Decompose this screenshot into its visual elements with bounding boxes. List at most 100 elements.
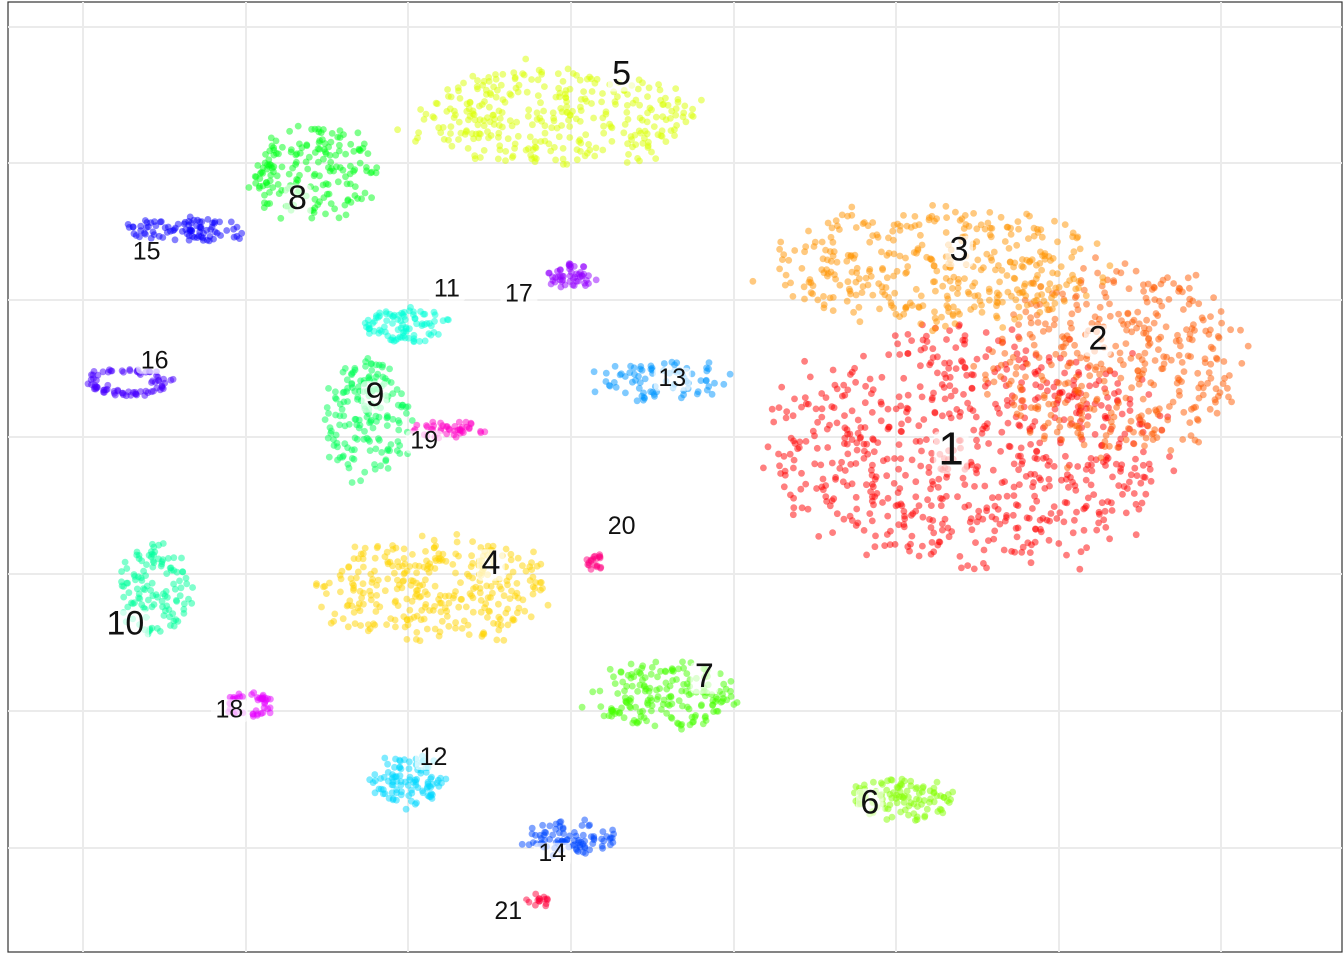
cluster-5-point [599, 146, 607, 154]
cluster-11-point [389, 320, 396, 327]
cluster-2-point [1022, 373, 1029, 381]
cluster-11-point [402, 328, 410, 335]
cluster-1-point [973, 436, 980, 444]
cluster-2-point [1101, 289, 1108, 297]
cluster-1-point [1029, 483, 1036, 491]
cluster-1-point [896, 351, 904, 358]
cluster-7-point [662, 668, 669, 676]
cluster-11-point [416, 338, 424, 345]
cluster-10-point [149, 540, 156, 548]
cluster-13-label: 13 [658, 364, 686, 392]
cluster-1-point [878, 373, 886, 381]
cluster-2-point [1106, 300, 1113, 308]
cluster-5-point [688, 111, 695, 119]
cluster-1-point [923, 332, 930, 340]
cluster-4-point [354, 604, 362, 612]
cluster-5-point [679, 113, 687, 121]
cluster-2-point [1138, 412, 1145, 420]
cluster-8-point [356, 159, 364, 167]
cluster-3-point [824, 219, 832, 227]
cluster-2-point [1106, 312, 1114, 320]
cluster-5-point [644, 142, 652, 150]
cluster-1-point [966, 405, 974, 413]
cluster-3-point [1039, 252, 1046, 259]
cluster-7-point [668, 667, 676, 675]
cluster-3-point [1028, 256, 1036, 263]
cluster-6-point [923, 805, 931, 813]
cluster-8-point [324, 181, 332, 188]
cluster-3-point [838, 211, 846, 219]
cluster-2-point [1083, 421, 1091, 429]
cluster-2-point [1109, 423, 1116, 430]
cluster-5-point [556, 93, 563, 101]
cluster-1-point [801, 394, 809, 401]
cluster-2-point [1194, 417, 1202, 424]
cluster-4-point [504, 581, 511, 589]
cluster-4-point [419, 581, 427, 589]
cluster-1-point [968, 371, 976, 378]
cluster-2-point [1039, 376, 1047, 384]
cluster-2-point [1093, 397, 1100, 404]
cluster-9-point [324, 434, 332, 442]
cluster-10-point [173, 568, 181, 576]
cluster-4-point [372, 608, 380, 615]
cluster-3-point [1061, 297, 1068, 305]
cluster-8-point [304, 165, 312, 173]
cluster-3-point [818, 238, 826, 246]
cluster-5-point [472, 130, 480, 138]
cluster-19-point [437, 419, 444, 427]
cluster-2-point [1026, 429, 1034, 436]
cluster-18-point [267, 695, 274, 703]
cluster-4-point [493, 636, 501, 644]
cluster-1-point [873, 490, 881, 497]
cluster-1-point [964, 399, 971, 407]
cluster-2-point [1140, 324, 1148, 332]
cluster-9-point [348, 479, 356, 486]
cluster-1-point [989, 466, 997, 474]
cluster-1-point [923, 338, 931, 345]
cluster-1-point [1074, 463, 1082, 470]
cluster-4-point [529, 573, 537, 581]
cluster-4-point [359, 580, 367, 588]
cluster-7-point [654, 673, 661, 681]
cluster-20-points [583, 551, 605, 573]
cluster-4-point [357, 622, 364, 629]
cluster-7-point [647, 670, 655, 678]
cluster-2-point [1073, 422, 1081, 430]
cluster-9-point [398, 390, 405, 398]
cluster-1-point [854, 416, 862, 424]
cluster-5-point [465, 105, 473, 113]
cluster-1-point [974, 443, 981, 450]
cluster-1-point [1119, 490, 1126, 498]
cluster-9-point [368, 360, 375, 368]
cluster-2-point [1067, 359, 1075, 367]
cluster-1-point [967, 458, 975, 466]
cluster-2-point [1096, 303, 1104, 311]
cluster-10-point [177, 584, 185, 592]
cluster-3-point [1069, 271, 1076, 279]
cluster-10-point [159, 556, 167, 564]
cluster-3-point [798, 265, 806, 272]
cluster-2-point [1077, 354, 1085, 362]
cluster-14-point [608, 834, 616, 842]
cluster-1-point [1035, 474, 1043, 482]
cluster-7-point [702, 717, 710, 724]
cluster-1-point [1108, 507, 1116, 514]
cluster-2-point [1178, 359, 1186, 366]
cluster-4-point [421, 588, 429, 595]
cluster-1-point [847, 461, 855, 468]
cluster-3-point [1007, 224, 1014, 232]
cluster-2-point [1027, 319, 1035, 327]
cluster-11-point [406, 307, 413, 315]
cluster-5-point [632, 141, 640, 149]
cluster-8-point [339, 166, 347, 174]
cluster-5-point [445, 93, 452, 100]
cluster-2-point [1066, 421, 1074, 429]
cluster-3-point [993, 289, 1001, 297]
cluster-15-point [157, 218, 165, 226]
cluster-4-point [431, 582, 439, 590]
cluster-4-point [354, 568, 362, 576]
cluster-12-point [405, 792, 413, 799]
cluster-3-point [1007, 231, 1015, 238]
cluster-3-point [1061, 221, 1069, 229]
